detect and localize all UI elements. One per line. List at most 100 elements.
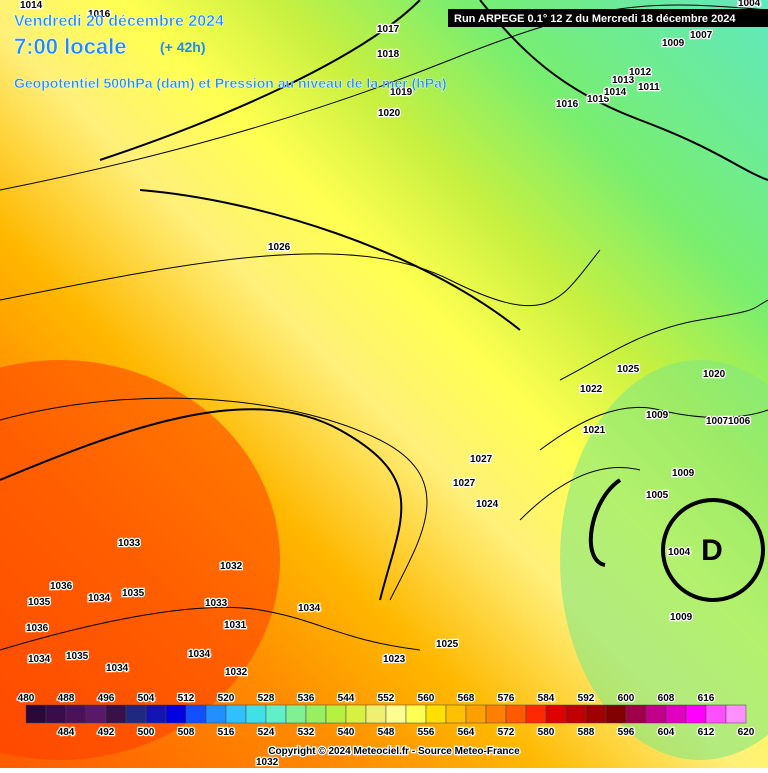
legend-label: 524: [258, 727, 275, 738]
legend-swatch: [125, 704, 147, 724]
lead-time: (+ 42h): [160, 39, 206, 55]
legend-label: 620: [738, 727, 755, 738]
legend-swatch: [185, 704, 207, 724]
legend-swatch: [85, 704, 107, 724]
legend-label: 496: [98, 693, 115, 704]
legend-swatch: [585, 704, 607, 724]
legend-label: 596: [618, 727, 635, 738]
copyright: Copyright © 2024 Meteociel.fr - Source M…: [268, 746, 520, 757]
isobar-label: 1035: [28, 597, 51, 608]
isobar-label: 1013: [612, 75, 635, 86]
low-label: D: [701, 534, 723, 567]
legend-swatch: [365, 704, 387, 724]
legend-swatch: [445, 704, 467, 724]
legend-label: 532: [298, 727, 315, 738]
legend-swatch: [305, 704, 327, 724]
legend-label: 556: [418, 727, 435, 738]
legend-swatch: [45, 704, 67, 724]
legend-swatch: [525, 704, 547, 724]
legend-label: 528: [258, 693, 275, 704]
isobar-label: 1032: [256, 757, 279, 768]
isobar-label: 1018: [377, 49, 400, 60]
isobar-label: 1004: [668, 547, 691, 558]
legend-label: 548: [378, 727, 395, 738]
legend-swatch: [225, 704, 247, 724]
isobar-label: 1032: [220, 561, 243, 572]
legend-swatch: [485, 704, 507, 724]
legend-swatch: [425, 704, 447, 724]
isobar-label: 1027: [470, 454, 493, 465]
trough: [588, 478, 622, 567]
isobar-label: 1021: [583, 425, 606, 436]
legend-swatch: [605, 704, 627, 724]
legend-label: 560: [418, 693, 435, 704]
legend-swatch: [65, 704, 87, 724]
isobar-label: 1012: [629, 67, 652, 78]
isobar-label: 1035: [66, 651, 89, 662]
isobar-label: 1016: [556, 99, 579, 110]
legend-swatch: [345, 704, 367, 724]
isobar-label: 1022: [580, 384, 603, 395]
legend-swatch: [665, 704, 687, 724]
isobar-label: 1034: [298, 603, 321, 614]
legend-swatch: [145, 704, 167, 724]
legend-label: 536: [298, 693, 315, 704]
legend-swatch: [725, 704, 747, 724]
legend-swatch: [565, 704, 587, 724]
legend-swatch: [245, 704, 267, 724]
legend-swatch: [545, 704, 567, 724]
legend-label: 480: [18, 693, 35, 704]
isobar-label: 1025: [617, 364, 640, 375]
isobar-label: 1015: [587, 94, 610, 105]
legend-label: 572: [498, 727, 515, 738]
legend-label: 568: [458, 693, 475, 704]
isobar-label: 1014: [20, 0, 43, 11]
isobar-label: 1036: [50, 581, 73, 592]
isobar-label: 1011: [638, 82, 660, 93]
legend-swatch: [165, 704, 187, 724]
legend-swatch: [105, 704, 127, 724]
run-info: Run ARPEGE 0.1° 12 Z du Mercredi 18 déce…: [454, 13, 736, 25]
isobar-label: 1009: [672, 468, 695, 479]
isobar-label: 1020: [703, 369, 726, 380]
isobar-label: 1009: [670, 612, 693, 623]
legend-swatch: [405, 704, 427, 724]
isobar-label: 1032: [225, 667, 248, 678]
isobar-label: 1034: [188, 649, 211, 660]
isobar-label: 1004: [738, 0, 761, 9]
legend-swatch: [705, 704, 727, 724]
isobar-label: 1009: [646, 410, 669, 421]
run-box: [448, 9, 768, 27]
isobar-label: 1036: [26, 623, 49, 634]
isobar-label: 1033: [118, 538, 141, 549]
legend-label: 544: [338, 693, 355, 704]
legend-label: 580: [538, 727, 555, 738]
isobar-label: 1025: [436, 639, 459, 650]
isobar-label: 1024: [476, 499, 499, 510]
isobar-label: 1031: [224, 620, 247, 631]
legend-label: 616: [698, 693, 715, 704]
isobar-label: 1023: [383, 654, 406, 665]
legend: 480 488 496 504 512 520 528 536 544 552 560 568 576 5…: [16, 692, 756, 740]
legend-label: 520: [218, 693, 235, 704]
legend-swatch: [385, 704, 407, 724]
legend-label: 484: [58, 727, 75, 738]
isobar-label: 1019: [390, 87, 413, 98]
legend-label: 576: [498, 693, 515, 704]
legend-label: 492: [98, 727, 115, 738]
isobar-label: 1007: [706, 416, 729, 427]
legend-swatch: [685, 704, 707, 724]
legend-swatch: [205, 704, 227, 724]
legend-swatch: [285, 704, 307, 724]
legend-label: 540: [338, 727, 355, 738]
isobars: [0, 0, 768, 651]
isobar-label: 1014: [604, 87, 627, 98]
isobar-label: 1006: [728, 416, 751, 427]
legend-swatch: [465, 704, 487, 724]
isobar-label: 1035: [122, 588, 145, 599]
isobar-label: 1017: [377, 24, 400, 35]
legend-label: 588: [578, 727, 595, 738]
isobar-label: 1016: [88, 9, 111, 20]
